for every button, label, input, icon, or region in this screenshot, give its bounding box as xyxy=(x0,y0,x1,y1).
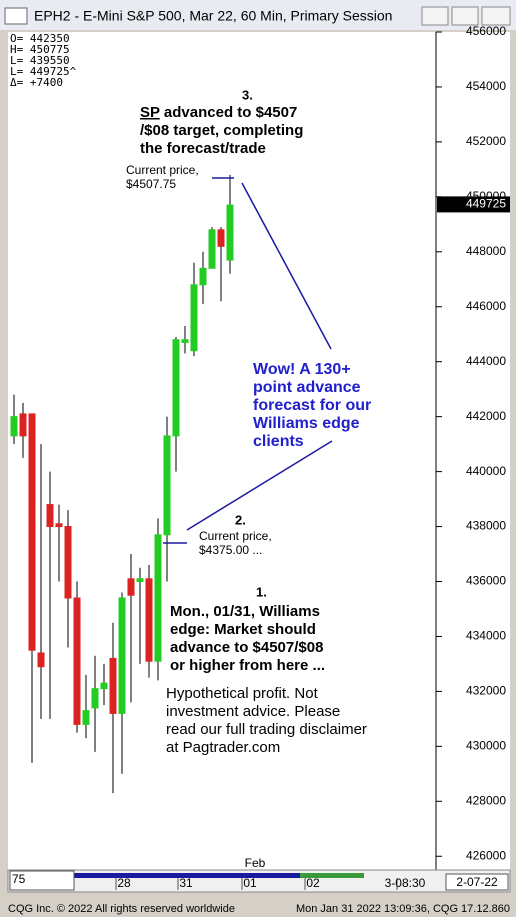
footer-left: CQG Inc. © 2022 All rights reserved worl… xyxy=(8,903,235,915)
pointer-line xyxy=(186,440,333,531)
candle-body xyxy=(217,229,225,247)
annotation: SP advanced to $4507 xyxy=(140,104,297,121)
y-tick-label: 442000 xyxy=(466,409,506,423)
footer-right: Mon Jan 31 2022 13:09:36, CQG 17.12.860 xyxy=(296,903,510,915)
price-note: $4375.00 ... xyxy=(199,543,262,557)
y-tick-label: 446000 xyxy=(466,299,506,313)
scroll-thumb[interactable] xyxy=(300,873,364,878)
y-tick-label: 448000 xyxy=(466,244,506,258)
y-tick-label: 438000 xyxy=(466,519,506,533)
callout: clients xyxy=(253,433,304,450)
candle-body xyxy=(46,504,54,528)
price-note: Current price, xyxy=(126,163,199,177)
price-note: $4507.75 xyxy=(126,177,176,191)
candle-body xyxy=(145,578,153,662)
y-tick-label: 452000 xyxy=(466,134,506,148)
annotation-number: 2. xyxy=(235,512,246,527)
candle-body xyxy=(82,710,90,725)
header-stat: O= 442350 xyxy=(10,32,70,45)
candle-body xyxy=(73,597,81,725)
candle-body xyxy=(28,413,36,651)
candle-body xyxy=(136,578,144,583)
y-tick-label: 428000 xyxy=(466,793,506,807)
pointer-line xyxy=(241,182,332,350)
header-stat: L= 449725^ xyxy=(10,65,77,78)
annotation: or higher from here ... xyxy=(170,657,325,674)
zoom-value: 75 xyxy=(12,872,26,886)
annotation: the forecast/trade xyxy=(140,140,266,157)
underlined-text: SP xyxy=(140,104,160,121)
x-tick-label: 28 xyxy=(117,876,131,890)
candle-body xyxy=(100,682,108,690)
header-stat: H= 450775 xyxy=(10,43,70,56)
callout: forecast for our xyxy=(253,397,371,414)
annotation: advance to $4507/$08 xyxy=(170,639,323,656)
zoom-box[interactable] xyxy=(9,870,75,891)
callout: Williams edge xyxy=(253,415,360,432)
candle-body xyxy=(208,229,216,269)
disclaimer: Hypothetical profit. Not xyxy=(166,685,319,702)
callout: Wow! A 130+ xyxy=(253,361,351,378)
annotation-number: 1. xyxy=(256,584,267,599)
header-stat: Δ= +7400 xyxy=(10,76,63,89)
candle-body xyxy=(19,413,27,437)
close-button[interactable] xyxy=(481,6,511,26)
maximize-button[interactable] xyxy=(451,6,479,26)
annotation-text: advanced to $4507 xyxy=(160,104,298,121)
x-tick-label: 3-08:30 xyxy=(385,876,426,890)
price-note: Current price, xyxy=(199,529,272,543)
candle-body xyxy=(118,597,126,714)
candle-body xyxy=(64,526,72,599)
minimize-button[interactable] xyxy=(421,6,449,26)
date-label: 2-07-22 xyxy=(456,875,498,889)
header-stat: L= 439550 xyxy=(10,54,70,67)
y-tick-label: 432000 xyxy=(466,684,506,698)
candle-body xyxy=(199,267,207,286)
disclaimer: read our full trading disclaimer xyxy=(166,721,367,738)
candle-body xyxy=(10,416,18,437)
y-tick-label: 444000 xyxy=(466,354,506,368)
plot-area xyxy=(8,32,436,870)
y-tick-label: 434000 xyxy=(466,629,506,643)
callout: point advance xyxy=(253,379,361,396)
candle-body xyxy=(163,435,171,536)
y-tick-label: 456000 xyxy=(466,24,506,38)
window-icon xyxy=(4,7,28,25)
disclaimer: investment advice. Please xyxy=(166,703,340,720)
y-tick-label: 454000 xyxy=(466,79,506,93)
y-tick-label: 436000 xyxy=(466,574,506,588)
annotation: /$08 target, completing xyxy=(140,122,303,139)
disclaimer: at Pagtrader.com xyxy=(166,739,280,756)
candle-body xyxy=(109,657,117,714)
price-axis xyxy=(436,32,510,870)
candle-body xyxy=(127,578,135,596)
last-price-label: 449725 xyxy=(466,197,506,211)
candle-body xyxy=(181,339,189,343)
x-tick-label: 01 xyxy=(243,876,257,890)
candle-body xyxy=(172,339,180,437)
x-tick-label: 02 xyxy=(306,876,320,890)
date-box xyxy=(445,873,509,891)
candle-body xyxy=(190,284,198,352)
y-tick-label: 430000 xyxy=(466,739,506,753)
month-label: Feb xyxy=(245,856,266,870)
annotation-number: 3. xyxy=(242,87,253,102)
candle-body xyxy=(37,652,45,668)
scroll-track[interactable] xyxy=(74,873,364,878)
y-tick-label: 440000 xyxy=(466,464,506,478)
candle-body xyxy=(154,534,162,662)
x-tick-label: 31 xyxy=(179,876,193,890)
window-title: EPH2 - E-Mini S&P 500, Mar 22, 60 Min, P… xyxy=(34,8,392,24)
candle-body xyxy=(226,204,234,261)
last-price-box xyxy=(437,196,510,213)
candle-body xyxy=(91,688,99,709)
annotation: Mon., 01/31, Williams xyxy=(170,603,320,620)
candle-body xyxy=(55,523,63,528)
annotation: edge: Market should xyxy=(170,621,316,638)
y-tick-label: 426000 xyxy=(466,848,506,862)
